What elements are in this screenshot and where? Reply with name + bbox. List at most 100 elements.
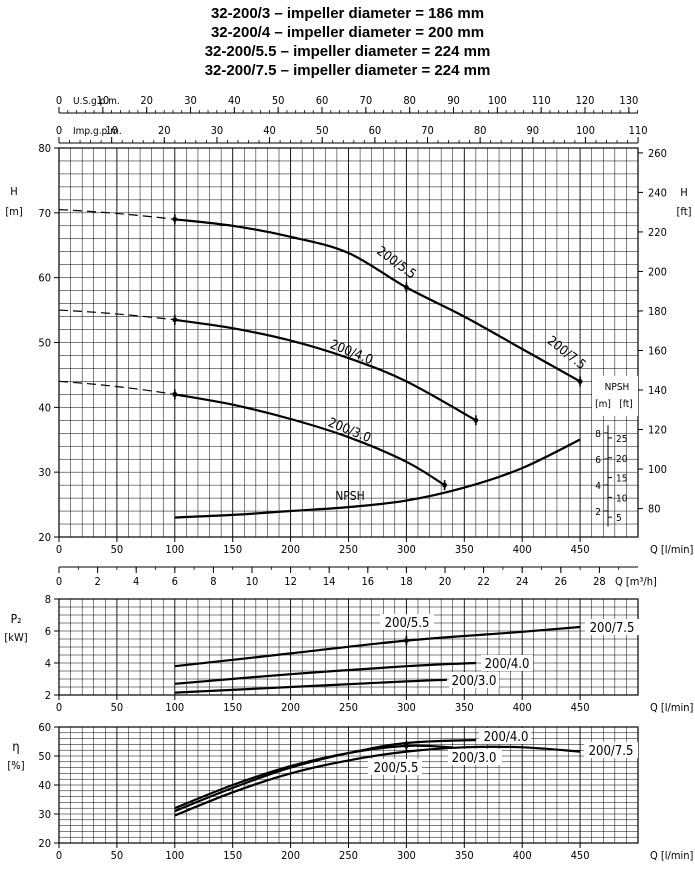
npsh-tick-ft-label: 15	[616, 474, 627, 485]
head-label-200-3: 200/3.0	[326, 415, 373, 446]
usgpm-axis-tick-label: 30	[184, 94, 197, 107]
efficiency-curve-marker-dot	[404, 743, 409, 749]
power-curve-marker-dot	[404, 638, 409, 643]
head-x-tick-label: 450	[571, 543, 590, 556]
impgpm-axis-tick-label: 10	[105, 124, 118, 137]
head-y-right-tick-label: 100	[648, 463, 667, 476]
efficiency-y-tick-label: 50	[38, 750, 51, 763]
efficiency-label-200-4: 200/4.0	[484, 730, 529, 745]
power-curve-20030	[174, 678, 447, 694]
power-label-200-7-5-bg	[585, 619, 639, 635]
usgpm-axis-tick-label: 130	[619, 94, 638, 107]
flow-axis-tick-label: 8	[210, 575, 216, 588]
power-label-200-4-bg	[481, 655, 533, 671]
power-y-tick-label: 2	[45, 689, 51, 702]
flow-axis-tick-label: 22	[477, 575, 490, 588]
head-x-tick-label: 350	[455, 543, 474, 556]
efficiency-x-tick-label: 350	[455, 849, 474, 862]
flow-axis-tick-label: 0	[56, 575, 62, 588]
power-label-200-7-5: 200/7.5	[590, 621, 635, 636]
power-x-tick-label: 150	[223, 701, 242, 714]
efficiency-curve-20040	[174, 738, 476, 813]
head-x-tick-label: 200	[281, 543, 300, 556]
head-y-tick-label: 40	[38, 401, 51, 414]
flow-axis-tick-label: 4	[133, 575, 139, 588]
head-x-tick-label: 100	[165, 543, 184, 556]
flow-axis-tick-label: 26	[555, 575, 568, 588]
impgpm-axis-tick-label: 90	[526, 124, 539, 137]
head-label-200-5-5: 200/5.5	[374, 244, 419, 283]
power-y-tick-label: 4	[45, 657, 51, 670]
flow-axis-tick-label: 24	[516, 575, 529, 588]
power-y-tick-label: 8	[45, 593, 51, 606]
power-label-200-5-5: 200/5.5	[385, 616, 430, 631]
efficiency-y-tick-label: 40	[38, 779, 51, 792]
efficiency-x-tick-label: 150	[223, 849, 242, 862]
head-x-tick-label: 150	[223, 543, 242, 556]
head-y-right-tick-label: 80	[648, 503, 661, 516]
efficiency-x-tick-label: 300	[397, 849, 416, 862]
head-y-right-tick-label: 140	[648, 384, 667, 397]
efficiency-y-tick-label: 20	[38, 837, 51, 850]
efficiency-y-axis-unit: [%]	[7, 759, 24, 772]
usgpm-axis-tick-label: 120	[576, 94, 595, 107]
power-label-200-4: 200/4.0	[485, 657, 530, 672]
flow-axis-tick-label: 28	[593, 575, 606, 588]
head-curve-marker-dot	[404, 284, 409, 290]
head-curve-extrapolation	[58, 208, 175, 220]
power-x-tick-label: 400	[513, 701, 532, 714]
head-curve-marker-dot	[577, 379, 583, 384]
efficiency-x-tick-label: 200	[281, 849, 300, 862]
head-label-200-4: 200/4.0	[328, 337, 375, 368]
efficiency-x-tick-label: 0	[56, 849, 62, 862]
impgpm-axis-tick-label: 0	[56, 124, 62, 137]
flow-axis-label: Q [m³/h]	[615, 575, 657, 588]
usgpm-axis-tick-label: 70	[360, 94, 373, 107]
power-x-tick-label: 50	[111, 701, 124, 714]
efficiency-label-200-5-5: 200/5.5	[374, 761, 419, 776]
npsh-tick-m-label: 8	[595, 429, 601, 440]
npsh-tick-ft-label: 25	[616, 434, 627, 445]
usgpm-axis-tick-label: 10	[97, 94, 110, 107]
usgpm-axis-tick-label: 50	[272, 94, 285, 107]
head-curve-marker-dot	[172, 317, 178, 323]
head-curve-marker-dot	[172, 391, 178, 397]
head-y-right-tick-label: 220	[648, 226, 667, 239]
usgpm-axis-tick-label: 80	[403, 94, 416, 107]
head-y-right-tick-label: 260	[648, 147, 667, 160]
head-y-tick-label: 50	[38, 337, 51, 350]
head-curve-20040	[174, 318, 477, 422]
head-y-axis-unit: [m]	[5, 205, 23, 218]
usgpm-axis-tick-label: 20	[140, 94, 153, 107]
head-x-tick-label: 50	[111, 543, 124, 556]
head-y-tick-label: 20	[38, 531, 51, 544]
power-curve-20055	[174, 625, 581, 668]
power-curve-20040	[174, 661, 476, 685]
impgpm-axis-tick-label: 60	[369, 124, 382, 137]
npsh-curve-label: NPSH	[335, 489, 365, 503]
head-curve-marker-dot	[442, 482, 448, 488]
power-x-tick-label: 350	[455, 701, 474, 714]
impgpm-axis-tick-label: 30	[211, 124, 224, 137]
impgpm-axis-tick-label: 40	[263, 124, 276, 137]
npsh-axis-unit-ft: [ft]	[619, 399, 633, 410]
head-curve-20030	[174, 393, 446, 487]
efficiency-y-tick-label: 30	[38, 808, 51, 821]
title-line-2: 32-200/4 – impeller diameter = 200 mm	[210, 24, 485, 41]
head-x-tick-label: 300	[397, 543, 416, 556]
flow-axis-tick-label: 12	[284, 575, 297, 588]
npsh-axis-title-bg	[592, 376, 638, 416]
efficiency-x-tick-label: 400	[513, 849, 532, 862]
power-x-tick-label: 250	[339, 701, 358, 714]
power-y-tick-label: 6	[45, 625, 51, 638]
efficiency-label-200-7-5: 200/7.5	[589, 744, 634, 759]
power-y-axis-label: P₂	[11, 612, 22, 626]
efficiency-label-200-3: 200/3.0	[452, 751, 497, 766]
head-y-right-axis-label: H	[680, 186, 687, 199]
npsh-tick-m-label: 6	[595, 455, 601, 466]
efficiency-x-tick-label: 450	[571, 849, 590, 862]
power-x-tick-label: 0	[56, 701, 62, 714]
usgpm-axis-tick-label: 40	[228, 94, 241, 107]
npsh-curve	[174, 438, 581, 519]
efficiency-x-tick-label: 250	[339, 849, 358, 862]
